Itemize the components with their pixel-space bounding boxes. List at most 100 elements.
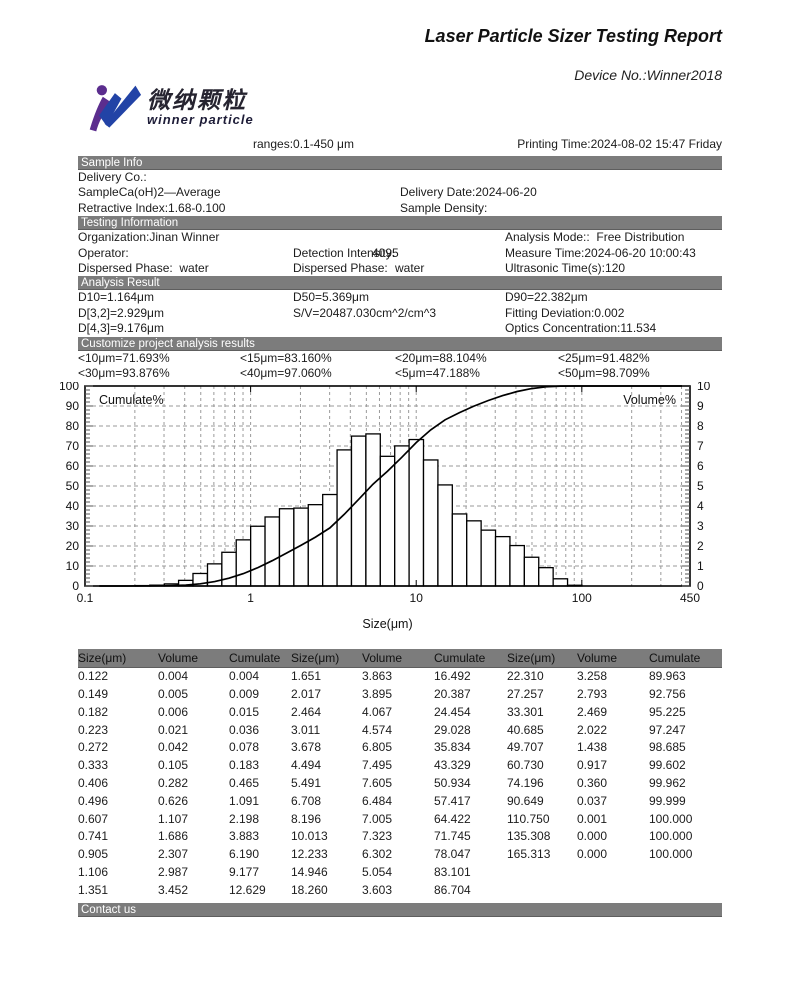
table-cell: 0.465 (229, 776, 260, 791)
d32-value: D[3,2]=2.929μm (78, 305, 164, 320)
organization: Organization:Jinan Winner (78, 230, 220, 245)
table-cell: 0.272 (78, 740, 109, 755)
measure-range: ranges:0.1-450 μm (253, 137, 354, 151)
table-cell (507, 882, 577, 900)
volume-bar (538, 567, 554, 587)
table-row: 0.223 0.021 0.036 3.011 4.574 29.028 40.685 2.0… (78, 722, 722, 740)
volume-bar (552, 578, 569, 587)
d10-value: D10=1.164μm (78, 290, 154, 305)
table-header-cell: Cumulate (229, 651, 281, 666)
table-cell (649, 882, 721, 900)
pct-under-10um: <10μm=71.693% (78, 350, 170, 365)
pct-under-5um: <5μm=47.188% (395, 365, 480, 380)
table-cell: 95.225 (649, 704, 686, 719)
table-header-cell: Size(μm) (78, 651, 127, 666)
volume-bar (523, 556, 540, 587)
table-cell: 1.106 (78, 865, 109, 880)
table-cell: 24.454 (434, 704, 471, 719)
table-row: 0.182 0.006 0.015 2.464 4.067 24.454 33.301 2.4… (78, 704, 722, 722)
cumulate-curve (99, 385, 690, 588)
volume-bar (451, 513, 468, 587)
table-row: 0.406 0.282 0.465 5.491 7.605 50.934 74.196 0.3… (78, 775, 722, 793)
optics-concentration: Optics Concentration:11.534 (505, 321, 657, 336)
table-cell: 92.756 (649, 687, 686, 702)
right-axis-label: 9 (697, 399, 704, 413)
table-cell: 0.149 (78, 687, 109, 702)
table-cell: 2.307 (158, 847, 189, 862)
printing-time: Printing Time:2024-08-02 15:47 Friday (517, 137, 722, 151)
table-cell: 0.333 (78, 758, 109, 773)
table-cell: 35.834 (434, 740, 471, 755)
delivery-co: Delivery Co.: (78, 170, 147, 184)
left-axis-label: 20 (66, 539, 80, 553)
right-axis-label: 0 (697, 579, 704, 593)
detection-intensity-label: Detection Intensity: (293, 245, 396, 260)
table-cell (649, 864, 721, 882)
delivery-date: Delivery Date:2024-06-20 (400, 185, 537, 200)
table-cell: 0.004 (229, 669, 260, 684)
table-cell: 0.009 (229, 687, 260, 702)
volume-bar (322, 494, 338, 587)
right-axis-label: 6 (697, 459, 704, 473)
table-cell: 0.042 (158, 740, 189, 755)
table-cell: 0.078 (229, 740, 260, 755)
table-cell: 0.741 (78, 829, 109, 844)
table-cell: 0.105 (158, 758, 189, 773)
sv-value: S/V=20487.030cm^2/cm^3 (293, 305, 437, 320)
table-cell: 4.494 (291, 758, 322, 773)
table-cell: 7.323 (362, 829, 393, 844)
pct-under-40um: <40μm=97.060% (240, 365, 332, 380)
table-cell: 22.310 (507, 669, 544, 684)
table-cell: 0.282 (158, 776, 189, 791)
table-cell: 3.452 (158, 882, 189, 897)
pct-under-50um: <50μm=98.709% (558, 365, 650, 380)
right-axis-label: 1 (697, 559, 704, 573)
detection-intensity-value: 4095 (372, 245, 399, 260)
table-cell: 4.067 (362, 704, 393, 719)
section-header-analysis-result: Analysis Result (78, 276, 722, 291)
table-cell: 99.999 (649, 793, 686, 808)
table-cell: 100.000 (649, 829, 693, 844)
left-axis-label: 50 (66, 479, 80, 493)
table-cell: 0.005 (158, 687, 189, 702)
right-axis-label: 10 (697, 382, 711, 393)
logo-chinese-name: 微纳颗粒 (147, 87, 247, 113)
table-cell: 0.000 (577, 829, 608, 844)
volume-bar (437, 484, 453, 587)
table-cell: 89.963 (649, 669, 686, 684)
d90-value: D90=22.382μm (505, 290, 588, 305)
right-axis-label: 8 (697, 419, 704, 433)
table-cell: 0.183 (229, 758, 260, 773)
volume-bar (422, 459, 439, 587)
x-axis-title: Size(μm) (362, 617, 412, 631)
ultrasonic-time: Ultrasonic Time(s):120 (505, 260, 626, 275)
left-axis-label: 60 (66, 459, 80, 473)
table-cell: 78.047 (434, 847, 471, 862)
left-axis-label: 70 (66, 439, 80, 453)
section-header-customize-results: Customize project analysis results (78, 336, 722, 351)
table-cell: 12.233 (291, 847, 328, 862)
table-cell: 3.603 (362, 882, 393, 897)
table-cell: 14.946 (291, 865, 328, 880)
table-header-cell: Volume (158, 651, 199, 666)
volume-bar (466, 520, 482, 587)
table-cell: 0.021 (158, 722, 189, 737)
table-cell: 12.629 (229, 882, 266, 897)
table-cell: 7.495 (362, 758, 393, 773)
cumulate-axis-title: Cumulate% (99, 393, 164, 407)
table-cell: 99.602 (649, 758, 686, 773)
report-body: Sample Info Delivery Co.: SampleCa(oH)2—… (59, 156, 722, 917)
logo-english-name: winner particle (147, 112, 254, 127)
table-cell: 3.258 (577, 669, 608, 684)
volume-axis-title: Volume% (623, 393, 676, 407)
left-axis-label: 10 (66, 559, 80, 573)
table-cell: 0.626 (158, 793, 189, 808)
table-cell: 20.387 (434, 687, 471, 702)
table-cell: 2.198 (229, 811, 260, 826)
table-cell: 3.863 (362, 669, 393, 684)
distribution-table: Size(μm) Volume Cumulate Size(μm) Volume Cumu… (78, 649, 722, 899)
table-cell: 43.329 (434, 758, 471, 773)
pct-under-15um: <15μm=83.160% (240, 350, 332, 365)
table-header-cell: Volume (362, 651, 403, 666)
